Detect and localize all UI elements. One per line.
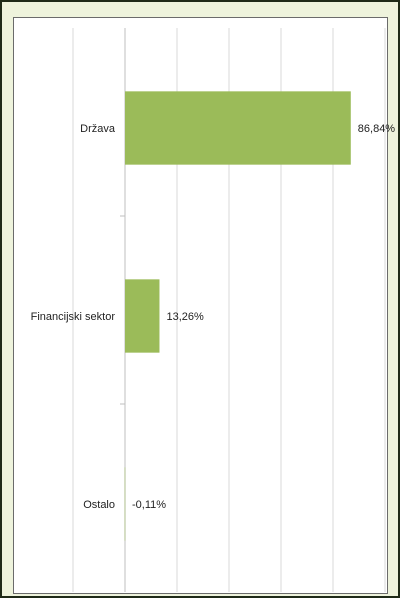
category-axis xyxy=(120,28,126,592)
bar-1 xyxy=(125,91,351,165)
bar-3 xyxy=(124,467,126,541)
data-label: -0,11% xyxy=(132,499,166,511)
labels: Država 86,84% Financijski sektor 13,26% Osta… xyxy=(31,123,396,511)
data-label: 13,26% xyxy=(166,311,204,323)
bar-2 xyxy=(125,279,160,353)
category-tick-label: Država xyxy=(80,123,116,135)
category-tick-label: Ostalo xyxy=(83,499,115,511)
category-tick-label: Financijski sektor xyxy=(31,311,116,323)
data-label: 86,84% xyxy=(358,123,396,135)
bars xyxy=(124,91,351,541)
